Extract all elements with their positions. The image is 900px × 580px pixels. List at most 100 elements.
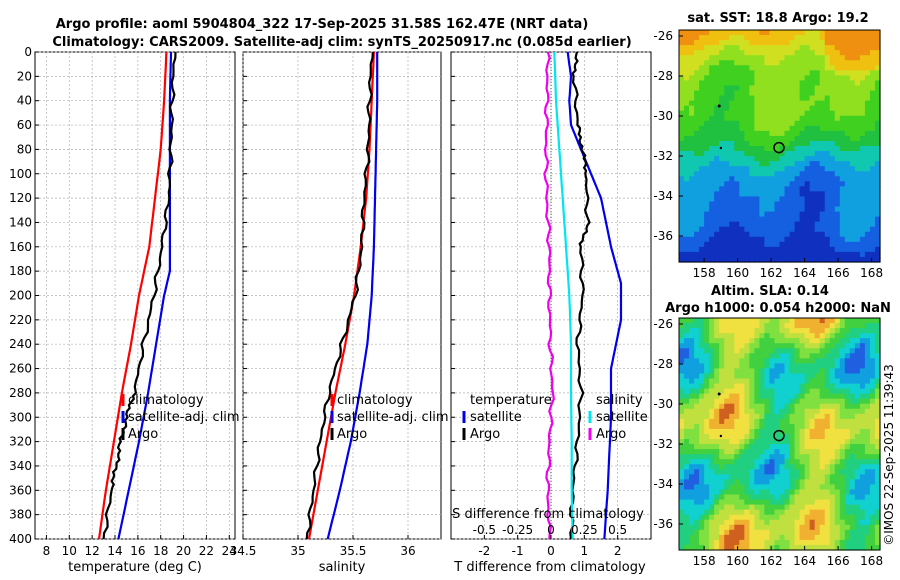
map-cell: [694, 358, 700, 364]
map-cell: [779, 519, 786, 526]
map-cell: [864, 176, 871, 182]
map-cell: [839, 115, 846, 122]
map-cell: [794, 30, 801, 36]
map-cell: [744, 75, 750, 82]
map-cell: [759, 110, 766, 117]
map-cell: [699, 519, 705, 526]
map-cell: [724, 125, 730, 132]
map-cell: [804, 251, 811, 258]
map-cell: [704, 135, 710, 142]
map-cell: [679, 539, 685, 546]
map-cell: [814, 403, 821, 410]
map-cell: [799, 95, 806, 102]
map-cell: [859, 120, 866, 127]
map-cell: [804, 504, 811, 511]
map-cell: [824, 544, 831, 551]
map-cell: [794, 55, 801, 61]
map-cell: [779, 388, 786, 395]
map-cell: [699, 393, 705, 400]
map-cell: [684, 211, 690, 218]
map-cell: [699, 35, 705, 41]
map-cell: [714, 156, 720, 162]
map-cell: [724, 444, 730, 450]
map-cell: [729, 479, 735, 486]
map-cell: [784, 408, 791, 415]
map-cell: [689, 464, 695, 470]
map-cell: [729, 181, 735, 187]
map-cell: [804, 534, 811, 541]
map-cell: [874, 348, 881, 354]
map-cell: [839, 176, 846, 182]
map-cell: [804, 353, 811, 359]
map-cell: [684, 236, 690, 243]
map-cell: [779, 241, 786, 248]
map-cell: [729, 236, 735, 243]
map-cell: [704, 499, 710, 506]
map-cell: [784, 444, 791, 450]
map-cell: [679, 40, 685, 46]
map-cell: [864, 444, 871, 450]
map-cell: [734, 524, 740, 531]
map-cell: [699, 125, 705, 132]
map-cell: [774, 186, 781, 192]
map-cell: [814, 246, 821, 253]
map-cell: [699, 418, 705, 425]
map-cell: [829, 70, 836, 76]
map-cell: [704, 363, 710, 370]
map-cell: [714, 489, 720, 496]
map-cell: [814, 256, 821, 263]
map-cell: [784, 459, 791, 465]
map-cell: [724, 35, 730, 41]
map-cell: [704, 186, 710, 192]
map-cell: [714, 358, 720, 364]
map-cell: [874, 489, 881, 496]
map-cell: [754, 318, 761, 324]
map-cell: [719, 176, 725, 182]
map-cell: [764, 343, 771, 349]
map-cell: [754, 373, 761, 380]
map-cell: [694, 60, 700, 66]
map-cell: [749, 368, 755, 375]
map-cell: [799, 434, 806, 440]
map-cell: [774, 524, 781, 531]
map-cell: [769, 479, 776, 486]
map-cell: [839, 216, 846, 223]
map-cell: [809, 383, 816, 390]
map-cell: [694, 534, 700, 541]
map-cell: [839, 338, 846, 344]
sla-map: 158 160 162 164 166 168-26-28-30-32-34-36: [653, 317, 883, 568]
map-cell: [699, 343, 705, 349]
map-cell: [814, 201, 821, 208]
map-cell: [794, 434, 801, 440]
map-cell: [729, 90, 735, 97]
map-cell: [864, 383, 871, 390]
map-cell: [859, 196, 866, 203]
map-cell: [749, 439, 755, 445]
map-cell: [854, 45, 861, 51]
map-cell: [689, 171, 695, 177]
map-cell: [709, 75, 715, 82]
map-cell: [754, 30, 761, 36]
map-cell: [729, 241, 735, 248]
map-cell: [799, 363, 806, 370]
map-cell: [714, 383, 720, 390]
map-cell: [829, 65, 836, 71]
map-cell: [774, 55, 781, 61]
map-cell: [779, 30, 786, 36]
map-cell: [694, 348, 700, 354]
map-cell: [809, 115, 816, 122]
map-cell: [789, 166, 796, 172]
map-cell: [864, 504, 871, 511]
map-cell: [704, 428, 710, 435]
map-cell: [789, 519, 796, 526]
map-cell: [694, 35, 700, 41]
map-cell: [774, 206, 781, 213]
map-cell: [759, 353, 766, 359]
map-cell: [839, 519, 846, 526]
map-cell: [789, 499, 796, 506]
map-cell: [784, 318, 791, 324]
legend-s-argo: Argo: [596, 427, 626, 442]
map-cell: [729, 191, 735, 198]
map-cell: [854, 504, 861, 511]
map-cell: [874, 378, 881, 385]
